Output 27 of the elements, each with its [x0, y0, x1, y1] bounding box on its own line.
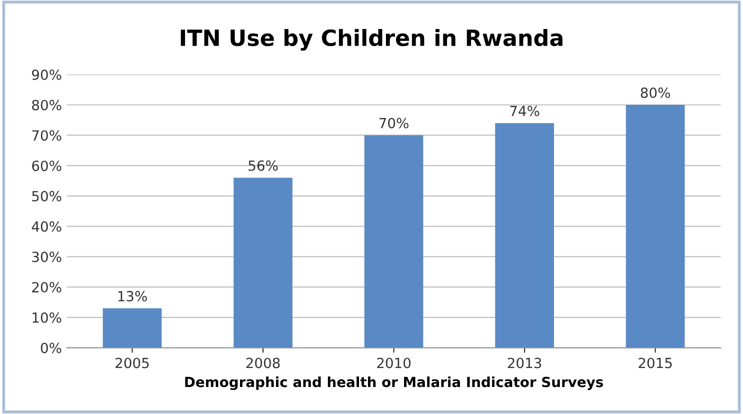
bar: [364, 135, 424, 348]
data-label: 74%: [510, 106, 540, 116]
data-label: 80%: [640, 88, 670, 98]
y-tick-label: 80%: [32, 100, 62, 110]
x-axis-title: Demographic and health or Malaria Indicator Surveys: [185, 376, 604, 390]
y-tick-label: 90%: [32, 69, 62, 80]
chart-title: ITN Use by Children in Rwanda: [180, 28, 562, 51]
y-tick-label: 0%: [40, 342, 62, 354]
y-tick-label: 50%: [32, 190, 62, 202]
data-label: 13%: [118, 290, 147, 302]
x-tick-label: 2008: [246, 358, 280, 368]
data-label: 70%: [379, 118, 408, 128]
x-tick-label: 2005: [116, 358, 149, 368]
x-tick-label: 2013: [508, 358, 542, 368]
y-tick-label: 60%: [32, 160, 62, 172]
y-tick-label: 30%: [32, 252, 62, 262]
y-tick-label: 70%: [32, 130, 62, 141]
bar: [626, 104, 685, 348]
x-tick-label: 2015: [638, 358, 672, 368]
y-tick-label: 20%: [32, 282, 62, 293]
bar: [234, 178, 292, 348]
y-tick-label: 10%: [32, 312, 62, 323]
x-tick-label: 2010: [377, 358, 411, 368]
data-label: 56%: [248, 160, 278, 171]
bar: [495, 123, 554, 348]
bar: [102, 308, 162, 348]
y-tick-label: 40%: [32, 221, 62, 232]
